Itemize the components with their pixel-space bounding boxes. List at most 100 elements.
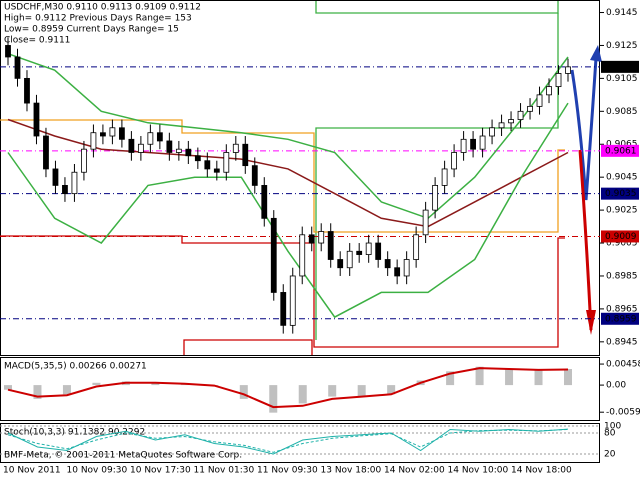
candle-body (81, 148, 87, 173)
candle-body (394, 267, 401, 277)
signal-line (7, 367, 569, 409)
candle-body (232, 143, 239, 153)
candle-body (261, 185, 268, 219)
candle-body (156, 132, 163, 142)
x-tick-label: 10 Nov 2011 (3, 466, 61, 476)
y-tick-label: 80 (604, 429, 616, 439)
y-tick-label: 0.9045 (606, 173, 638, 183)
candle-body (71, 171, 78, 195)
candle-body (100, 132, 106, 137)
macd-bar (387, 385, 396, 395)
arrows (570, 45, 602, 335)
y-tick-label: 0.9085 (606, 107, 638, 117)
y-tick-label: 0.8985 (606, 271, 638, 281)
candle-body (327, 231, 334, 260)
level-label: 0.9061 (605, 146, 637, 156)
copyright: BMF-Meta, © 2001-2011 MetaQuotes Softwar… (4, 451, 242, 461)
candle-body (451, 152, 458, 170)
y-tick-label: 0.8965 (606, 304, 638, 314)
info-line: Low= 0.8959 Current Days Range= 15 (4, 25, 179, 35)
candle-body (109, 127, 116, 137)
candle-body (365, 242, 372, 255)
macd-bar (505, 369, 514, 386)
macd-bar (33, 385, 42, 399)
level-box (601, 144, 639, 157)
panel-title: Stoch(10,3,3) 91.1382 90.2292 (4, 428, 145, 438)
candle-body (527, 105, 533, 112)
candle-body (299, 234, 306, 277)
candle-body (5, 45, 11, 58)
x-tick-label: 14 Nov 10:00 (448, 466, 509, 476)
candle-body (270, 217, 277, 293)
candle-body (52, 168, 59, 186)
candle-body (508, 119, 514, 124)
candle-body (204, 160, 211, 170)
candle-body (62, 185, 68, 195)
candle-body (14, 56, 21, 79)
candle-body (43, 135, 49, 170)
level-box (601, 230, 639, 243)
candle-body (33, 102, 40, 137)
candle-body (128, 138, 135, 153)
candle-body (308, 234, 315, 244)
candle-body (413, 234, 420, 260)
candle-body (346, 250, 353, 269)
candle-body (251, 165, 258, 186)
macd-bar (534, 369, 543, 386)
macd-bar (298, 385, 307, 404)
candle-body (242, 143, 249, 167)
candle-body (546, 86, 552, 96)
candle-body (479, 135, 486, 150)
info-line: High= 0.9112 Previous Days Range= 153 (4, 14, 192, 24)
macd-bar (269, 385, 278, 413)
candle-body (356, 250, 363, 255)
level-label: 0.9035 (605, 189, 637, 199)
candle-body (422, 209, 429, 236)
candle-body (318, 231, 325, 244)
level-box (601, 312, 639, 325)
y-tick-label: 0.9125 (606, 41, 638, 51)
candle-body (137, 143, 144, 153)
level-label: 0.9112 (605, 62, 637, 72)
y-tick-label: 100 (604, 422, 621, 432)
level-label: 0.8959 (605, 314, 637, 324)
info-line: Close= 0.9111 (4, 36, 70, 46)
macd-bar (564, 369, 572, 386)
candle-body (118, 127, 125, 140)
candle-body (498, 122, 505, 129)
candle-body (185, 148, 192, 157)
panel-title: MACD(5,35,5) 0.00266 0.00271 (4, 362, 147, 372)
y-tick-label: 20 (604, 450, 616, 460)
x-tick-label: 11 Nov 09:30 (257, 466, 318, 476)
macd-bar (357, 385, 366, 397)
candle-body (289, 275, 296, 326)
band-line (7, 102, 569, 319)
level-box (601, 187, 639, 200)
macd-bar (92, 382, 101, 386)
candle-body (403, 259, 410, 277)
candle-body (470, 138, 476, 150)
band-line (7, 52, 569, 220)
candle-body (337, 259, 344, 269)
macd-bar (475, 366, 484, 386)
candle-body (166, 140, 173, 153)
x-tick-label: 10 Nov 09:30 (67, 466, 128, 476)
x-tick-label: 10 Nov 17:30 (130, 466, 191, 476)
candle-body (223, 152, 230, 173)
macd-bar (328, 385, 337, 397)
ma-line (7, 118, 569, 228)
y-tick-label: 0.00 (606, 381, 626, 391)
macd-bar (151, 382, 160, 386)
level-box (601, 60, 639, 73)
candle-body (147, 132, 154, 145)
x-tick-label: 13 Nov 18:00 (321, 466, 382, 476)
candle-body (432, 185, 439, 211)
candle-body (489, 127, 495, 137)
macd-bar (4, 385, 12, 390)
x-tick-label: 14 Nov 02:00 (384, 466, 445, 476)
plot: USDCHF,M30 0.9110 0.9113 0.9109 0.9112Hi… (0, 3, 640, 476)
candle-body (517, 110, 524, 120)
y-tick-label: 0.9105 (606, 74, 638, 84)
y-tick-label: 0.9025 (606, 206, 638, 216)
